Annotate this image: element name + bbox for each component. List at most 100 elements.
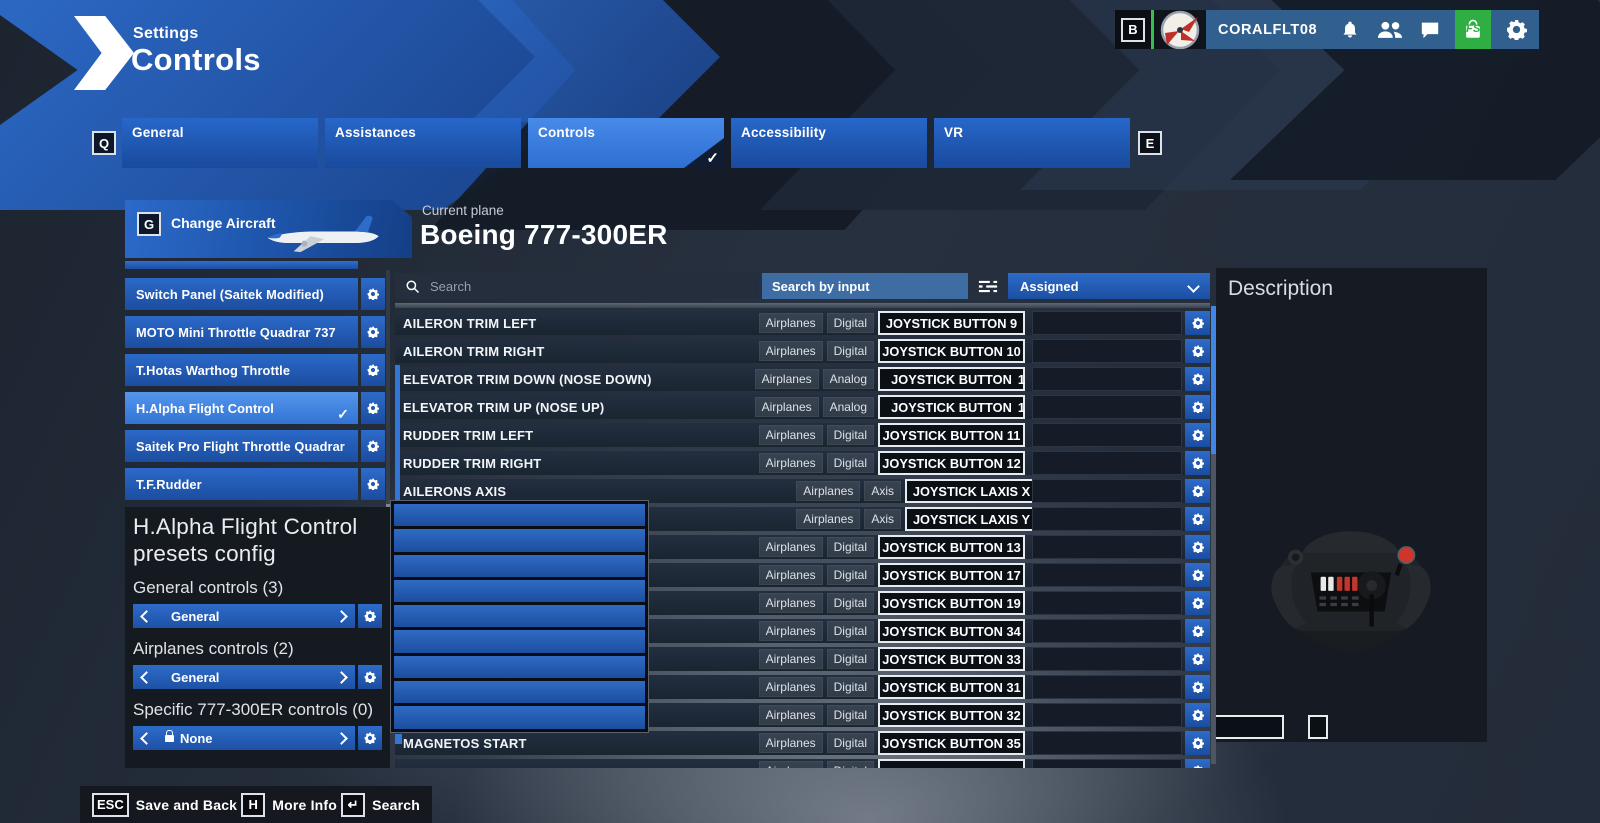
row-settings-button[interactable] [1185,703,1210,727]
binding-slot-primary[interactable]: JOYSTICK BUTTON 32 [878,703,1025,727]
binding-slot-secondary[interactable] [1032,759,1182,768]
row-settings-button[interactable] [1185,479,1210,503]
device-settings-button[interactable] [361,354,385,386]
row-settings-button[interactable] [1185,535,1210,559]
marketplace-button[interactable]: FS [1455,10,1492,49]
binding-slot-secondary[interactable] [1032,367,1182,391]
chevron-right-icon[interactable] [335,731,348,745]
binding-slot-primary[interactable]: JOYSTICK BUTTON 10 [878,339,1025,363]
friends-icon[interactable] [1377,20,1403,39]
binding-slot-secondary[interactable] [1032,395,1182,419]
chevron-left-icon[interactable] [140,731,153,745]
preset-settings-button[interactable] [358,665,382,689]
row-settings-button[interactable] [1185,451,1210,475]
device-item[interactable]: MOTO Mini Throttle Quadrar 737 [125,316,358,348]
binding-slot-primary[interactable]: JOYSTICK BUTTON 35 [878,731,1025,755]
context-menu-item[interactable] [394,579,645,603]
binding-slot-secondary[interactable] [1032,423,1182,447]
change-aircraft-button[interactable]: G Change Aircraft [125,200,412,258]
device-item[interactable]: H.Alpha Flight Control [125,392,358,424]
device-item[interactable]: Switch Panel (Saitek Modified) [125,278,358,310]
binding-slot-secondary[interactable] [1032,339,1182,363]
row-settings-button[interactable] [1185,759,1210,768]
row-settings-button[interactable] [1185,507,1210,531]
row-settings-button[interactable] [1185,367,1210,391]
device-item[interactable]: T.F.Rudder [125,468,358,500]
context-menu-item[interactable] [394,630,645,653]
context-menu-item[interactable] [394,504,645,527]
row-settings-button[interactable] [1185,647,1210,671]
preset-selector[interactable]: General [133,604,355,628]
binding-slot-primary[interactable]: JOYSTICK BUTTON 31 [878,675,1025,699]
settings-gear-icon[interactable] [1506,19,1527,40]
settings-tab[interactable]: Accessibility [731,118,927,168]
settings-tab[interactable]: VR [934,118,1130,168]
binding-slot-secondary[interactable] [1032,507,1182,531]
binding-slot-primary[interactable]: JOYSTICK BUTTON [878,367,1025,391]
device-settings-button[interactable] [361,278,385,310]
preset-settings-button[interactable] [358,726,382,750]
row-settings-button[interactable] [1185,619,1210,643]
filter-sliders-icon[interactable] [971,273,1005,299]
chevron-left-icon[interactable] [140,670,153,684]
notifications-bell-icon[interactable] [1340,20,1360,40]
binding-slot-secondary[interactable] [1032,591,1182,615]
binding-slot-primary[interactable]: JOYSTICK BUTTON 19 [878,591,1025,615]
device-item[interactable]: T.Hotas Warthog Throttle [125,354,358,386]
binding-slot-primary[interactable]: JOYSTICK BUTTON 17 [878,563,1025,587]
binding-slot-primary[interactable]: JOYSTICK LAXIS Y [905,507,1038,531]
row-settings-button[interactable] [1185,731,1210,755]
preset-selector[interactable]: None [133,726,355,750]
binding-slot-secondary[interactable] [1032,703,1182,727]
binding-slot-primary[interactable]: JOYSTICK BUTTON [878,395,1025,419]
row-settings-button[interactable] [1185,311,1210,335]
row-settings-button[interactable] [1185,395,1210,419]
binding-slot-primary[interactable]: JOYSTICK BUTTON 11 [878,423,1025,447]
device-item[interactable]: Saitek Pro Flight Throttle Quadrar [125,430,358,462]
binding-slot-primary[interactable] [878,759,1025,768]
settings-tab[interactable]: Assistances [325,118,521,168]
row-settings-button[interactable] [1185,563,1210,587]
footer-shortcut[interactable]: ESC Save and Back [92,792,237,817]
avatar[interactable] [1154,10,1206,49]
context-menu-item[interactable] [394,655,645,679]
chevron-left-icon[interactable] [140,609,153,623]
context-menu-item[interactable] [394,605,645,628]
search-by-input-button[interactable]: Search by input [762,273,968,299]
assigned-filter-dropdown[interactable]: Assigned [1008,273,1210,299]
context-menu-item[interactable] [394,529,645,552]
row-settings-button[interactable] [1185,339,1210,363]
binding-slot-primary[interactable]: JOYSTICK BUTTON 34 [878,619,1025,643]
settings-tab[interactable]: General [122,118,318,168]
row-settings-button[interactable] [1185,591,1210,615]
row-settings-button[interactable] [1185,423,1210,447]
binding-slot-primary[interactable]: JOYSTICK BUTTON 33 [878,647,1025,671]
device-settings-button[interactable] [361,430,385,462]
binding-slot-primary[interactable]: JOYSTICK BUTTON 12 [878,451,1025,475]
search-field[interactable] [395,273,759,299]
search-input[interactable] [428,277,749,295]
binding-slot-secondary[interactable] [1032,619,1182,643]
device-settings-button[interactable] [361,392,385,424]
binding-slot-secondary[interactable] [1032,731,1182,755]
preset-selector[interactable]: General [133,665,355,689]
settings-tab[interactable]: Controls [528,118,724,168]
binding-slot-secondary[interactable] [1032,311,1182,335]
device-settings-button[interactable] [361,316,385,348]
binding-slot-primary[interactable]: JOYSTICK BUTTON 9 [878,311,1025,335]
chevron-right-icon[interactable] [335,609,348,623]
binding-slot-secondary[interactable] [1032,535,1182,559]
device-settings-button[interactable] [361,468,385,500]
table-scrollbar-thumb[interactable] [1211,306,1216,454]
chat-icon[interactable] [1420,21,1440,39]
binding-slot-primary[interactable]: JOYSTICK BUTTON 13 [878,535,1025,559]
binding-slot-primary[interactable]: JOYSTICK LAXIS X [905,479,1038,503]
binding-slot-secondary[interactable] [1032,563,1182,587]
footer-shortcut[interactable]: ↵ Search [341,792,420,817]
binding-slot-secondary[interactable] [1032,647,1182,671]
context-menu-item[interactable] [394,554,645,577]
chevron-right-icon[interactable] [335,670,348,684]
binding-slot-secondary[interactable] [1032,675,1182,699]
footer-shortcut[interactable]: H More Info [241,792,337,817]
context-menu-item[interactable] [394,706,645,729]
